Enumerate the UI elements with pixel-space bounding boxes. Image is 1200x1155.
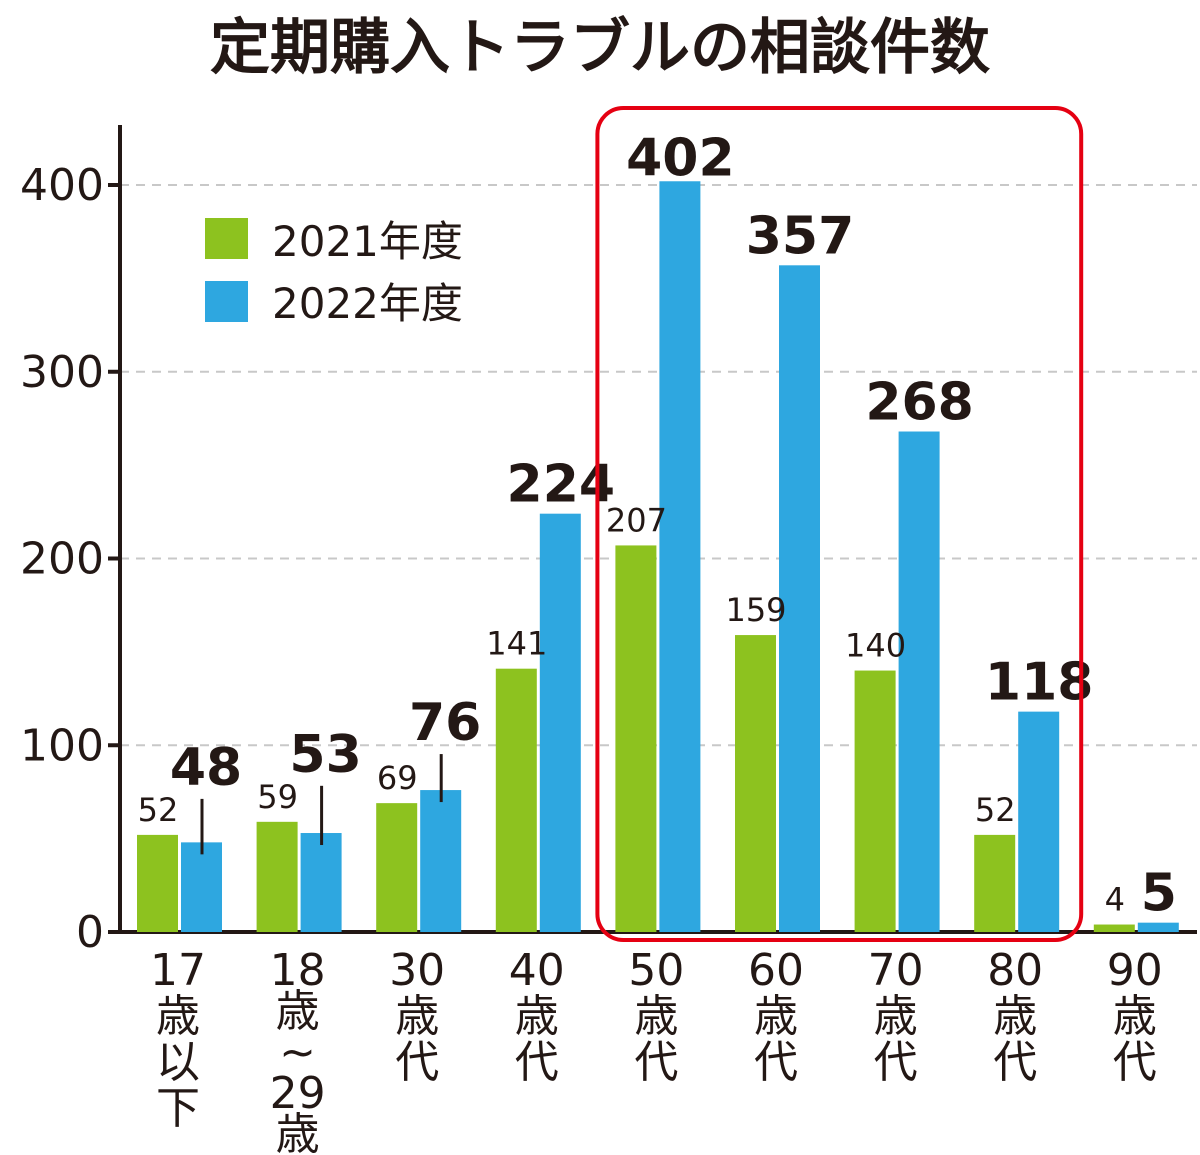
x-tick-label: 歳 bbox=[993, 991, 1037, 1042]
x-tick-label: 18 bbox=[270, 945, 326, 996]
bar-2022 bbox=[779, 265, 820, 932]
highlight-box bbox=[595, 106, 1084, 942]
x-tick-label: 60 bbox=[748, 945, 804, 996]
value-label-2022: 48 bbox=[170, 738, 242, 798]
x-tick-label: 代 bbox=[395, 1037, 439, 1088]
bar-2021 bbox=[615, 545, 657, 932]
x-tick-label: 50 bbox=[628, 945, 684, 996]
bar-2021 bbox=[137, 834, 178, 932]
x-tick-label: 29 bbox=[270, 1068, 326, 1119]
legend-label-2021: 2021年度 bbox=[272, 217, 463, 266]
legend-swatch-2022 bbox=[205, 281, 248, 322]
x-tick-label: 歳 bbox=[634, 991, 678, 1042]
x-tick-label: 歳 bbox=[874, 991, 918, 1042]
x-tick-label: 歳 bbox=[156, 991, 200, 1042]
bar-2022 bbox=[181, 842, 222, 932]
x-tick-label: 代 bbox=[1113, 1037, 1157, 1088]
bar-2022 bbox=[898, 431, 940, 932]
value-label-2022: 402 bbox=[626, 128, 735, 188]
x-tick-label: 代 bbox=[874, 1037, 918, 1088]
value-label-2021: 52 bbox=[975, 791, 1016, 829]
value-label-2021: 159 bbox=[725, 591, 786, 629]
y-tick-label: 100 bbox=[20, 720, 104, 771]
x-tick-label: 17 bbox=[150, 945, 206, 996]
bar-2022 bbox=[659, 181, 701, 932]
x-tick-label: 30 bbox=[389, 945, 445, 996]
value-label-2022: 53 bbox=[289, 725, 361, 785]
value-label-2021: 140 bbox=[845, 627, 906, 665]
chart-title: 定期購入トラブルの相談件数 bbox=[210, 13, 990, 83]
y-tick-label: 0 bbox=[76, 907, 104, 958]
legend: 2021年度 2022年度 bbox=[205, 217, 463, 328]
bar-2022 bbox=[420, 790, 462, 932]
x-tick-label: 以 bbox=[156, 1037, 200, 1088]
value-label-2021: 4 bbox=[1105, 881, 1125, 919]
value-label-2021: 59 bbox=[257, 778, 298, 816]
x-tick-label: 歳 bbox=[515, 991, 559, 1042]
value-label-2022: 357 bbox=[746, 206, 855, 266]
bar-2021 bbox=[1093, 924, 1135, 932]
legend-label-2022: 2022年度 bbox=[272, 279, 463, 328]
x-tick-label: 歳 bbox=[276, 1109, 320, 1155]
value-label-2021: 141 bbox=[486, 625, 547, 663]
bar-2021 bbox=[495, 668, 537, 932]
bar-2021 bbox=[735, 635, 776, 932]
value-label-2022: 5 bbox=[1141, 864, 1177, 924]
x-tick-label: 歳 bbox=[754, 991, 798, 1042]
x-tick-label: 代 bbox=[515, 1037, 559, 1088]
bar-2022 bbox=[300, 833, 342, 932]
value-label-2022: 76 bbox=[409, 693, 481, 753]
value-label-2021: 207 bbox=[606, 501, 667, 539]
x-tick-label: 80 bbox=[987, 945, 1043, 996]
x-tick-label: 歳 bbox=[276, 986, 320, 1037]
x-tick-label: ~ bbox=[279, 1027, 316, 1078]
x-tick-label: 代 bbox=[993, 1037, 1037, 1088]
value-label-2022: 268 bbox=[865, 373, 974, 433]
bar-2021 bbox=[376, 803, 418, 932]
legend-swatch-2021 bbox=[205, 218, 248, 259]
bar-2022 bbox=[1018, 711, 1060, 932]
bar-2021 bbox=[256, 821, 298, 932]
bar-2021 bbox=[974, 834, 1016, 932]
x-tick-label: 歳 bbox=[395, 991, 439, 1042]
x-tick-label: 90 bbox=[1107, 945, 1163, 996]
x-tick-label: 70 bbox=[868, 945, 924, 996]
bar-2022 bbox=[539, 513, 581, 932]
bar-2021 bbox=[854, 670, 896, 932]
value-label-2021: 69 bbox=[377, 759, 418, 797]
y-tick-label: 200 bbox=[20, 534, 104, 585]
value-label-2021: 52 bbox=[138, 791, 179, 829]
value-label-2022: 118 bbox=[985, 653, 1094, 713]
bar-2022 bbox=[1137, 922, 1179, 932]
x-tick-label: 代 bbox=[754, 1037, 798, 1088]
y-tick-label: 300 bbox=[20, 347, 104, 398]
x-tick-label: 40 bbox=[509, 945, 565, 996]
x-tick-label: 下 bbox=[156, 1083, 200, 1134]
x-tick-label: 歳 bbox=[1113, 991, 1157, 1042]
y-tick-label: 400 bbox=[20, 160, 104, 211]
x-tick-label: 代 bbox=[634, 1037, 678, 1088]
